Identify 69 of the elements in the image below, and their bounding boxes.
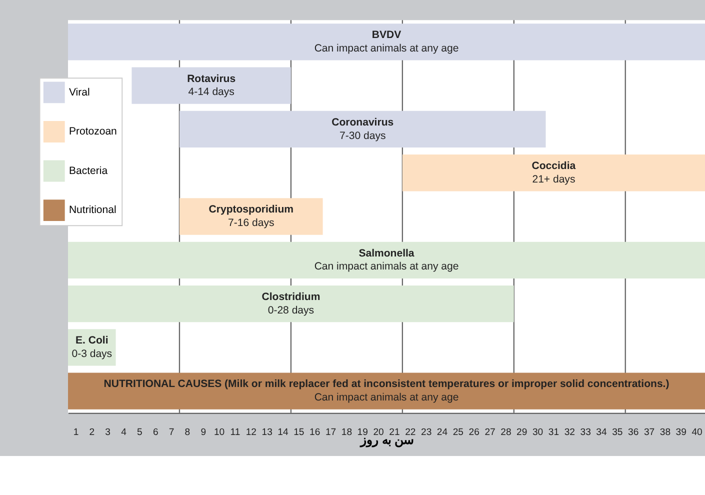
bar: [68, 242, 705, 278]
y-tick-label: BVDV: [372, 29, 402, 42]
text: Can impact animals at any age: [314, 42, 459, 55]
x-tick-label: 15: [294, 426, 304, 438]
x-tick-label: 9: [200, 426, 206, 438]
bar: [402, 154, 705, 192]
bar: [132, 67, 291, 104]
x-tick-label: 21: [389, 426, 400, 438]
x-tick-label: 22: [405, 426, 416, 438]
x-tick-label: 18: [341, 426, 352, 438]
y-tick-label: Cryptosporidium: [208, 204, 294, 216]
x-tick-label: 29: [516, 426, 528, 438]
x-tick-label: 34: [596, 426, 608, 438]
x-tick-label: 8: [184, 426, 190, 438]
y-tick-label: Rotavirus: [187, 72, 236, 85]
x-tick-label: 32: [564, 426, 575, 438]
x-tick-label: 17: [325, 426, 336, 438]
x-tick-label: 1: [73, 426, 79, 438]
y-tick-label: Coccidia: [532, 160, 576, 172]
x-tick-label: 4: [121, 426, 128, 438]
legend-label: Bacteria: [68, 164, 108, 177]
bar: [68, 285, 514, 322]
x-tick-label: 10: [214, 426, 225, 438]
text: 7-30 days: [340, 130, 386, 142]
legend-label: Nutritional: [68, 204, 116, 216]
x-tick-label: 5: [137, 426, 142, 438]
x-tick-label: 39: [676, 426, 686, 438]
bar: [179, 198, 323, 235]
x-tick-label: 27: [484, 426, 496, 438]
x-tick-label: 38: [660, 426, 671, 438]
text: 7-16 days: [228, 217, 274, 230]
y-tick-label: Salmonella: [358, 247, 414, 260]
x-tick-label: 24: [436, 426, 448, 438]
text: 4-14 days: [188, 86, 234, 98]
text: 0-3 days: [72, 348, 112, 360]
x-tick-label: 13: [262, 426, 272, 438]
text: Can impact animals at any age: [314, 260, 459, 273]
x-tick-label: 6: [152, 426, 158, 438]
x-tick-label: 31: [548, 426, 560, 438]
y-tick-label: Coronavirus: [332, 116, 394, 128]
x-tick-label: 20: [373, 426, 384, 438]
legend-label: Protozoan: [68, 126, 118, 138]
x-tick-label: 26: [468, 426, 480, 438]
x-tick-label: 25: [452, 426, 464, 438]
legend-label: Viral: [68, 86, 90, 98]
y-tick-label: Clostridium: [262, 290, 320, 303]
x-tick-label: 23: [420, 426, 432, 438]
x-tick-label: 33: [580, 426, 591, 438]
x-tick-label: 30: [532, 426, 544, 438]
text: Can impact animals at any age: [314, 392, 459, 404]
x-tick-label: 40: [692, 426, 702, 438]
x-tick-label: 3: [105, 426, 110, 438]
x-tick-label: 7: [168, 426, 174, 438]
y-tick-label: E. Coli: [76, 334, 108, 347]
x-tick-label: 37: [644, 426, 655, 438]
x-tick-label: 16: [310, 426, 320, 438]
x-tick-label: 11: [230, 426, 240, 438]
x-tick-label: 19: [357, 426, 368, 438]
x-tick-label: 35: [612, 426, 623, 438]
x-tick-label: 28: [500, 426, 512, 438]
y-tick-label: NUTRITIONAL CAUSES (Milk or milk replacer fed at inconsistent temperatures or improper solid concentrations.): [104, 378, 670, 390]
text: 21+ days: [532, 173, 576, 186]
bar: [68, 24, 705, 60]
bar: [179, 110, 546, 148]
x-tick-label: 14: [278, 426, 289, 438]
x-tick-label: 36: [628, 426, 639, 438]
text: 0-28 days: [268, 304, 314, 316]
x-tick-label: 2: [89, 426, 95, 438]
x-tick-label: 12: [246, 426, 256, 438]
